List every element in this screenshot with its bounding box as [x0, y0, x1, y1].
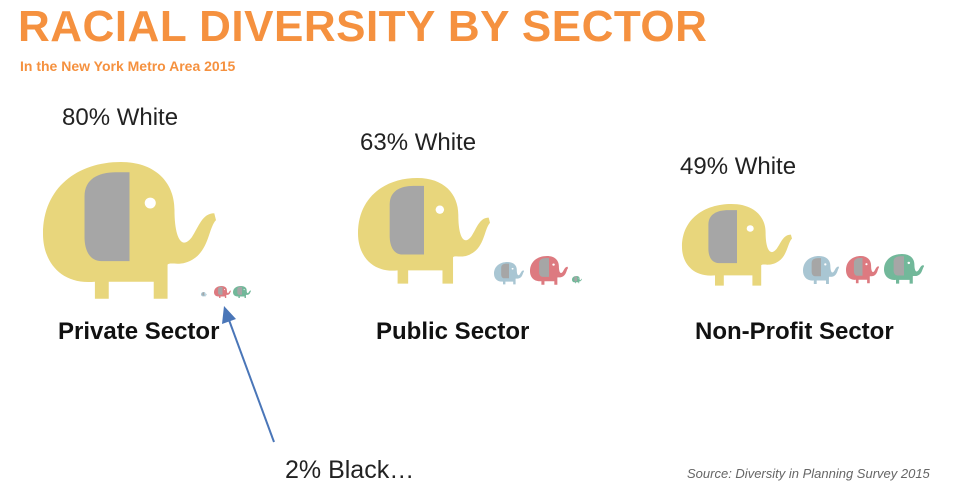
nonprofit-small-elephant-blue [803, 256, 839, 284]
nonprofit-white-elephant [682, 204, 792, 286]
source-caption: Source: Diversity in Planning Survey 201… [687, 466, 930, 481]
private-sector-label: Private Sector [58, 318, 220, 345]
private-small-elephant-green [233, 286, 251, 298]
public-small-elephant-blue [494, 262, 524, 285]
public-sector-label: Public Sector [376, 318, 530, 345]
nonprofit-small-elephant-red [846, 256, 879, 284]
private-white-elephant [43, 162, 216, 299]
annotation-text: 2% Black… [285, 456, 415, 484]
public-small-elephant-green [572, 276, 582, 284]
page-title: RACIAL DIVERSITY BY SECTOR [18, 2, 708, 51]
annotation-arrow [222, 306, 275, 443]
nonprofit-small-elephant-green [884, 254, 924, 284]
private-white-label: 80% White [62, 104, 179, 131]
nonprofit-sector-label: Non-Profit Sector [695, 318, 894, 345]
public-white-elephant [358, 178, 490, 284]
page-subtitle: In the New York Metro Area 2015 [20, 58, 236, 74]
public-white-label: 63% White [360, 129, 477, 156]
private-small-elephant-red [214, 286, 231, 298]
nonprofit-white-label: 49% White [680, 153, 797, 180]
public-small-elephant-red [530, 256, 568, 285]
private-small-elephant-blue [201, 292, 207, 297]
